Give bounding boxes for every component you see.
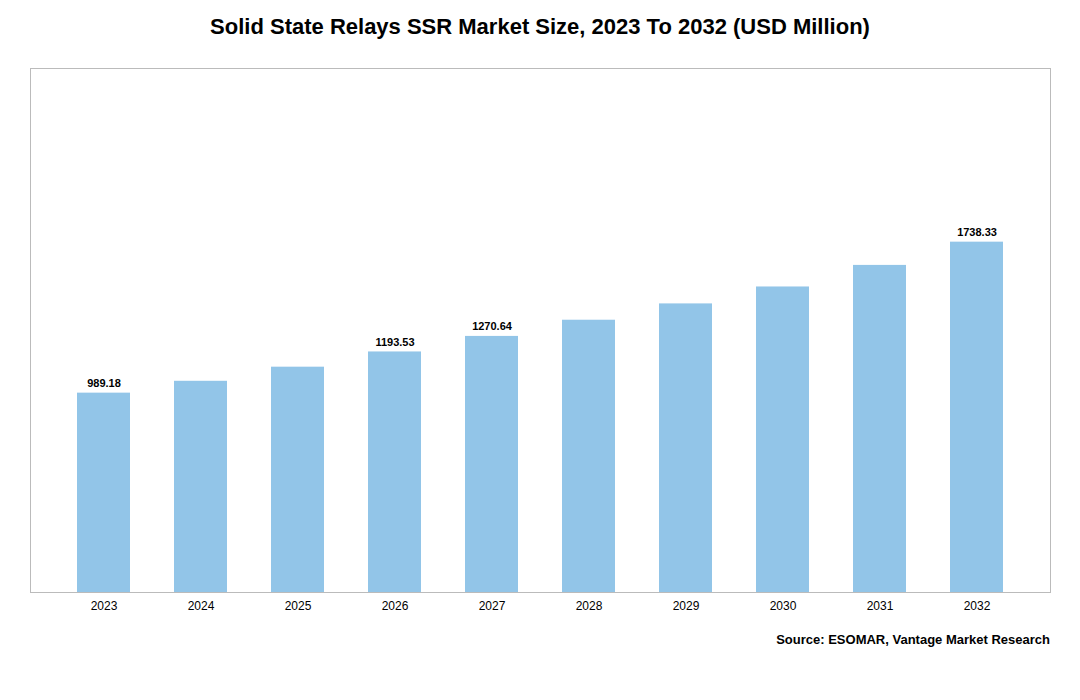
- svg-text:2024: 2024: [188, 599, 215, 613]
- svg-text:1193.53: 1193.53: [375, 336, 414, 348]
- svg-text:2031: 2031: [867, 599, 894, 613]
- svg-text:2026: 2026: [382, 599, 409, 613]
- svg-text:2027: 2027: [479, 599, 506, 613]
- svg-text:2029: 2029: [673, 599, 700, 613]
- svg-text:2030: 2030: [770, 599, 797, 613]
- svg-text:2023: 2023: [91, 599, 118, 613]
- html-text:Source: ESOMAR, Vantage Market: Source: ESOMAR, Vantage Market Research: [776, 632, 1050, 647]
- svg-text:1738.33: 1738.33: [957, 226, 997, 238]
- svg-text:2032: 2032: [964, 599, 991, 613]
- html-text:Solid State Relays SSR Market: Solid State Relays SSR Market Size, 2023…: [210, 14, 870, 39]
- svg-text:1270.64: 1270.64: [472, 320, 513, 332]
- svg-text:2028: 2028: [576, 599, 603, 613]
- svg-text:989.18: 989.18: [87, 377, 121, 389]
- svg-text:2025: 2025: [285, 599, 312, 613]
